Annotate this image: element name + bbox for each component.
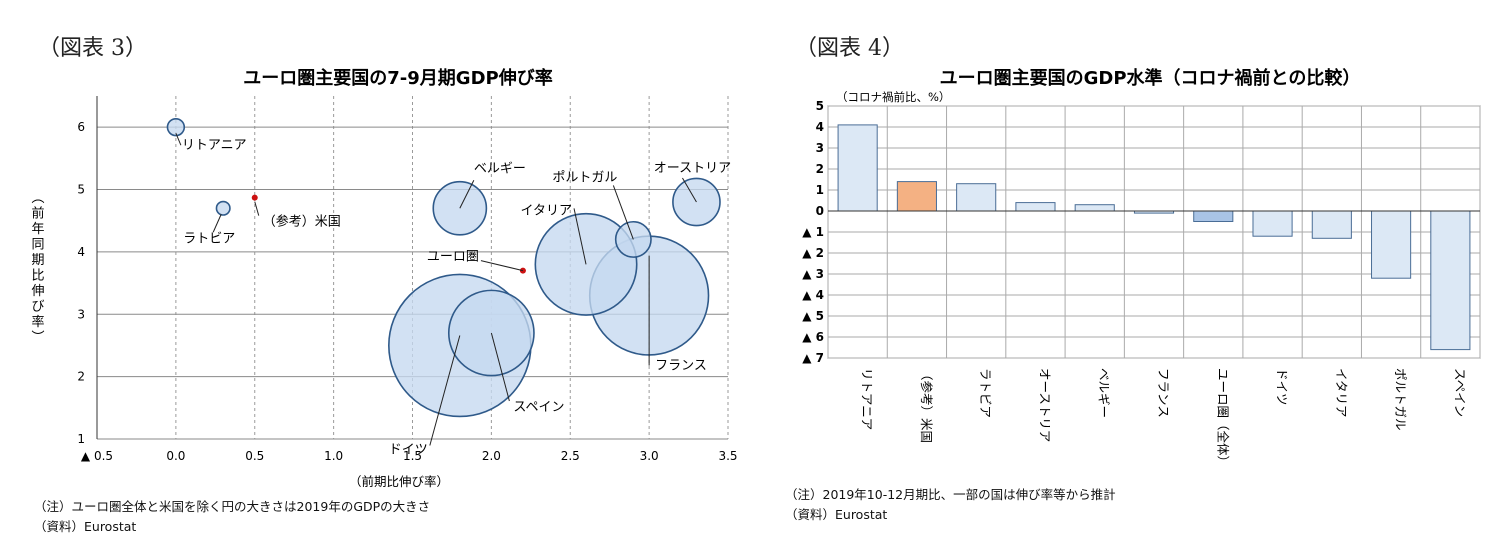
leader-line bbox=[429, 335, 461, 446]
bubble-label: ポルトガル bbox=[552, 170, 617, 185]
bubble-item-0 bbox=[166, 117, 186, 137]
figure3-note: （注）ユーロ圏全体と米国を除く円の大きさは2019年のGDPの大きさ bbox=[34, 499, 431, 514]
x-tick-label: 3.0 bbox=[640, 449, 659, 463]
x-tick-label: 0.5 bbox=[245, 449, 264, 463]
bar-y-tick-label: ▲ 7 bbox=[802, 351, 824, 365]
figure3-source: （資料）Eurostat bbox=[34, 519, 137, 534]
x-tick-label: 0.0 bbox=[166, 449, 185, 463]
bar-item-8 bbox=[1311, 210, 1352, 239]
x-tick-label: ▲ 0.5 bbox=[81, 449, 113, 463]
figure4-note: （注）2019年10-12月期比、一部の国は伸び率等から推計 bbox=[785, 487, 1116, 502]
y-tick-label: 2 bbox=[77, 370, 85, 384]
bar-item-9 bbox=[1371, 210, 1412, 279]
figure4-source: （資料）Eurostat bbox=[785, 507, 888, 522]
bar-category-label: イタリア bbox=[1334, 368, 1349, 418]
bubble-label: ドイツ bbox=[389, 442, 428, 457]
x-axis-label: （前期比伸び率） bbox=[349, 474, 449, 489]
x-tick-label: 3.5 bbox=[718, 449, 737, 463]
x-tick-label: 2.0 bbox=[482, 449, 501, 463]
bar-category-label: リトアニア bbox=[860, 368, 875, 430]
bar-category-label: （参考）米国 bbox=[919, 368, 934, 443]
y-tick-label: 5 bbox=[77, 183, 85, 197]
bar-category-label: スペイン bbox=[1452, 368, 1467, 417]
bar-item-0 bbox=[837, 124, 878, 212]
leader-line bbox=[254, 201, 260, 216]
bar-y-tick-label: ▲ 5 bbox=[802, 309, 824, 323]
bar-item-2 bbox=[956, 183, 997, 212]
x-tick-label: 1.5 bbox=[403, 449, 422, 463]
bubble-label: ユーロ圏 bbox=[427, 250, 479, 265]
bar-y-tick-label: 1 bbox=[816, 183, 824, 197]
y-tick-label: 1 bbox=[77, 432, 85, 446]
bar-y-tick-label: ▲ 4 bbox=[802, 288, 824, 302]
bubble-label: ベルギー bbox=[474, 161, 526, 176]
bar-y-tick-label: 5 bbox=[816, 99, 824, 113]
bubble-label: リトアニア bbox=[182, 138, 247, 153]
bar-category-label: フランス bbox=[1156, 368, 1171, 418]
x-tick-label: 1.0 bbox=[324, 449, 343, 463]
bar-item-3 bbox=[1015, 202, 1056, 212]
bar-item-10 bbox=[1430, 210, 1471, 351]
bar-y-tick-label: ▲ 1 bbox=[802, 225, 824, 239]
bar-y-tick-label: 4 bbox=[816, 120, 824, 134]
y-axis-label: ︵前年同期比伸び率︶ bbox=[31, 191, 44, 346]
bar-y-tick-label: ▲ 3 bbox=[802, 267, 824, 281]
bar-y-tick-label: ▲ 6 bbox=[802, 330, 824, 344]
bubble-label: イタリア bbox=[521, 203, 572, 218]
y-tick-label: 6 bbox=[77, 120, 85, 134]
bar-y-unit-label: （コロナ禍前比、%） bbox=[836, 90, 950, 104]
bar-category-label: オーストリア bbox=[1037, 368, 1052, 442]
bar-item-6 bbox=[1193, 210, 1234, 222]
leader-line bbox=[573, 208, 587, 265]
leader-line bbox=[212, 214, 222, 233]
bar-chart-title: ユーロ圏主要国のGDP水準（コロナ禍前との比較） bbox=[940, 67, 1361, 89]
y-tick-label: 4 bbox=[77, 245, 85, 259]
bubble-label: スペイン bbox=[513, 400, 564, 415]
leader-line bbox=[612, 185, 634, 240]
bar-category-label: ユーロ圏（全体） bbox=[1215, 368, 1230, 468]
bubble-label: オーストリア bbox=[654, 161, 731, 176]
bar-y-tick-label: 0 bbox=[816, 204, 824, 218]
bubble-label: フランス bbox=[655, 359, 707, 374]
bubble-label: ラトビア bbox=[183, 231, 235, 246]
bubble-chart-title: ユーロ圏主要国の7-9月期GDP伸び率 bbox=[243, 67, 552, 89]
bar-category-label: ベルギー bbox=[1097, 368, 1112, 418]
figure3-label: （図表 3） bbox=[38, 36, 147, 61]
figure4-label: （図表 4） bbox=[795, 36, 904, 61]
bar-item-4 bbox=[1074, 204, 1115, 212]
leader-line bbox=[459, 180, 475, 209]
leader-line bbox=[682, 177, 697, 203]
bubble-label: （参考）米国 bbox=[263, 214, 341, 230]
bar-category-label: ラトビア bbox=[978, 368, 993, 418]
bar-category-label: ドイツ bbox=[1275, 368, 1290, 406]
bar-y-tick-label: 2 bbox=[816, 162, 824, 176]
leader-line bbox=[490, 332, 510, 402]
x-tick-label: 2.5 bbox=[561, 449, 580, 463]
bar-chart: ユーロ圏主要国のGDP水準（コロナ禍前との比較）（コロナ禍前比、%） 5 4 3 2 1 0… bbox=[802, 67, 1481, 468]
bubble-item-1 bbox=[215, 200, 231, 216]
bar-y-tick-label: 3 bbox=[816, 141, 824, 155]
leader-line bbox=[480, 260, 524, 272]
bar-y-tick-label: ▲ 2 bbox=[802, 246, 824, 260]
bubble-chart: ユーロ圏主要国の7-9月期GDP伸び率 ▲ 0.5 0.0 0.5 1.0 1.5 2.0 2… bbox=[31, 67, 737, 489]
point-item-2 bbox=[251, 194, 258, 201]
y-tick-label: 3 bbox=[77, 307, 85, 321]
leader-line bbox=[175, 132, 182, 146]
bar-category-label: ポルトガル bbox=[1393, 368, 1408, 431]
bar-item-7 bbox=[1252, 210, 1293, 237]
bar-item-1 bbox=[896, 181, 937, 212]
